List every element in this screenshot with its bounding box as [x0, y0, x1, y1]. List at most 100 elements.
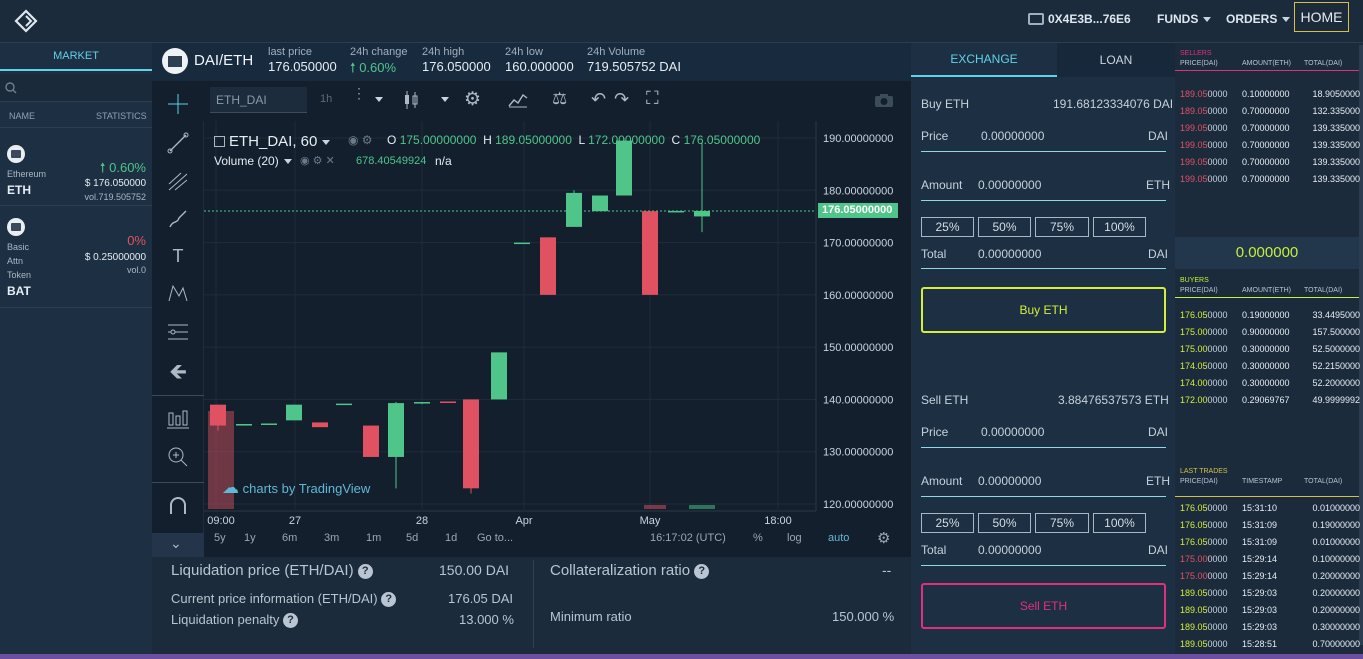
order-row[interactable]: 174.050000 0.30000000 52.2150000 [1180, 357, 1360, 374]
order-row[interactable]: 189.050000 15:29:03 0.20000000 [1180, 584, 1360, 601]
candle [210, 404, 226, 426]
range-goto[interactable]: Go to... [477, 532, 514, 544]
market-tab[interactable]: MARKET [0, 45, 152, 71]
legend-actions[interactable]: ◉ ⚙ [348, 133, 373, 147]
measure-icon[interactable] [166, 408, 190, 430]
symbol-search-input[interactable]: ETH_DAI [210, 87, 307, 113]
tradingview-brand[interactable]: ☁ charts by TradingView [222, 478, 371, 497]
help-icon[interactable]: ? [357, 564, 373, 579]
trendline-icon[interactable] [167, 132, 189, 154]
order-row[interactable]: 176.050000 15:31:09 0.19000000 [1180, 516, 1360, 533]
chevron-down-icon[interactable] [375, 97, 383, 102]
collapse-toolbar[interactable]: ⌄ [152, 533, 204, 557]
liq-price-label: Liquidation price (ETH/DAI) ? [171, 562, 373, 579]
fullscreen-icon[interactable]: ⛶ [646, 88, 659, 108]
sell-pct-25[interactable]: 25% [921, 513, 974, 533]
sell-pct-75[interactable]: 75% [1035, 513, 1089, 533]
order-row[interactable]: 199.050000 0.70000000 139.335000 [1180, 170, 1360, 187]
order-row[interactable]: 189.050000 15:29:03 0.30000000 [1180, 618, 1360, 635]
more-icon[interactable]: ⋮ [352, 85, 366, 101]
range-3m[interactable]: 3m [324, 532, 340, 544]
market-row-eth[interactable]: Ethereum ETH 🠕 0.60% $ 176.050000 vol.71… [0, 128, 152, 206]
compare-icon[interactable]: ⚖ [552, 89, 568, 108]
order-row[interactable]: 175.000000 15:29:14 0.10000000 [1180, 550, 1360, 567]
help-icon[interactable]: ? [694, 564, 710, 579]
order-row[interactable]: 189.050000 0.10000000 18.9050000 [1180, 85, 1360, 102]
orders-menu[interactable]: ORDERS [1226, 0, 1291, 38]
wallet-menu[interactable]: 0X4E3B...76E6 [1028, 0, 1131, 38]
logo-icon[interactable] [14, 9, 38, 33]
candles-icon[interactable] [403, 90, 419, 110]
buy-amount-input[interactable]: 0.00000000 [978, 178, 1042, 192]
magnet-icon[interactable] [168, 496, 188, 516]
gear-icon[interactable]: ⚙ [877, 530, 891, 547]
order-row[interactable]: 175.000000 0.30000000 52.5000000 [1180, 340, 1360, 357]
arrow-left-icon[interactable]: 🡸 [169, 359, 187, 384]
tab-loan[interactable]: LOAN [1057, 43, 1175, 77]
funds-menu[interactable]: FUNDS [1157, 0, 1212, 38]
help-icon[interactable]: ? [283, 613, 299, 628]
order-row[interactable]: 199.050000 0.70000000 139.335000 [1180, 136, 1360, 153]
order-row[interactable]: 175.000000 0.90000000 157.500000 [1180, 323, 1360, 340]
chart-container[interactable] [152, 81, 911, 557]
zoom-in-icon[interactable] [167, 446, 189, 468]
percent-toggle[interactable]: % [753, 532, 763, 544]
buy-pct-100[interactable]: 100% [1093, 217, 1146, 237]
auto-toggle[interactable]: auto [828, 532, 850, 544]
range-1m[interactable]: 1m [366, 532, 382, 544]
sell-pct-100[interactable]: 100% [1093, 513, 1146, 533]
gear-icon[interactable]: ⚙ [464, 89, 482, 110]
order-row[interactable]: 172.000000 0.29069767 49.9999992 [1180, 391, 1360, 408]
range-1y[interactable]: 1y [244, 532, 256, 544]
interval-selector[interactable]: 1h [320, 93, 333, 105]
sell-pct-50[interactable]: 50% [978, 513, 1031, 533]
log-toggle[interactable]: log [787, 532, 802, 544]
crosshair-icon[interactable] [166, 92, 190, 116]
range-6m[interactable]: 6m [282, 532, 298, 544]
order-row[interactable]: 175.000000 15:29:14 0.20000000 [1180, 567, 1360, 584]
pitchfork-icon[interactable] [167, 170, 189, 192]
tab-exchange[interactable]: EXCHANGE [911, 43, 1057, 77]
chevron-down-icon[interactable] [441, 97, 449, 102]
scrollbar[interactable] [1359, 45, 1363, 645]
brush-icon[interactable] [167, 208, 189, 230]
range-5y[interactable]: 5y [214, 532, 226, 544]
sell-eth-button[interactable]: Sell ETH [921, 583, 1166, 629]
undo-icon[interactable]: ↶ [591, 89, 607, 109]
prediction-icon[interactable] [166, 321, 190, 343]
help-icon[interactable]: ? [381, 592, 397, 607]
buy-pct-25[interactable]: 25% [921, 217, 974, 237]
order-row[interactable]: 176.050000 15:31:10 0.01000000 [1180, 499, 1360, 516]
indicators-icon[interactable] [508, 92, 528, 108]
order-row[interactable]: 189.050000 15:28:51 0.70000000 [1180, 635, 1360, 652]
redo-icon[interactable]: ↷ [614, 89, 630, 109]
order-row[interactable]: 189.050000 0.70000000 132.335000 [1180, 102, 1360, 119]
camera-icon[interactable] [874, 93, 894, 108]
price-chart[interactable]: 190.00000000 180.00000000 170.00000000 160.… [204, 121, 911, 527]
text-icon[interactable]: T [172, 246, 184, 266]
collapse-icon[interactable] [214, 136, 225, 147]
order-col3: 0.20000000 [1312, 604, 1360, 615]
home-button[interactable]: HOME [1294, 2, 1349, 32]
buy-eth-button[interactable]: Buy ETH [921, 287, 1166, 333]
range-5d[interactable]: 5d [406, 532, 419, 544]
order-row[interactable]: 199.050000 0.70000000 139.335000 [1180, 153, 1360, 170]
chevron-down-icon[interactable] [322, 139, 331, 145]
order-row[interactable]: 189.050000 15:29:03 0.20000000 [1180, 601, 1360, 618]
buy-pct-50[interactable]: 50% [978, 217, 1031, 237]
range-1d[interactable]: 1d [445, 532, 458, 544]
market-search-input[interactable] [0, 74, 152, 102]
order-row[interactable]: 174.000000 0.30000000 52.2000000 [1180, 374, 1360, 391]
chevron-down-icon[interactable] [283, 159, 292, 165]
sell-amount-input[interactable]: 0.00000000 [978, 474, 1042, 488]
pattern-icon[interactable] [167, 282, 189, 304]
buy-pct-75[interactable]: 75% [1035, 217, 1089, 237]
buy-price-input[interactable]: 0.00000000 [981, 129, 1045, 143]
time-axis-label: May [640, 515, 661, 527]
order-row[interactable]: 199.050000 0.70000000 139.335000 [1180, 119, 1360, 136]
sell-price-input[interactable]: 0.00000000 [981, 425, 1045, 439]
volume-actions[interactable]: ◉ ⚙ ✕ [300, 155, 335, 167]
order-row[interactable]: 176.050000 0.19000000 33.4495000 [1180, 306, 1360, 323]
market-row-bat[interactable]: Basic Attn Token BAT 0% $ 0.25000000 vol… [0, 206, 152, 308]
order-row[interactable]: 176.050000 15:31:09 0.01000000 [1180, 533, 1360, 550]
